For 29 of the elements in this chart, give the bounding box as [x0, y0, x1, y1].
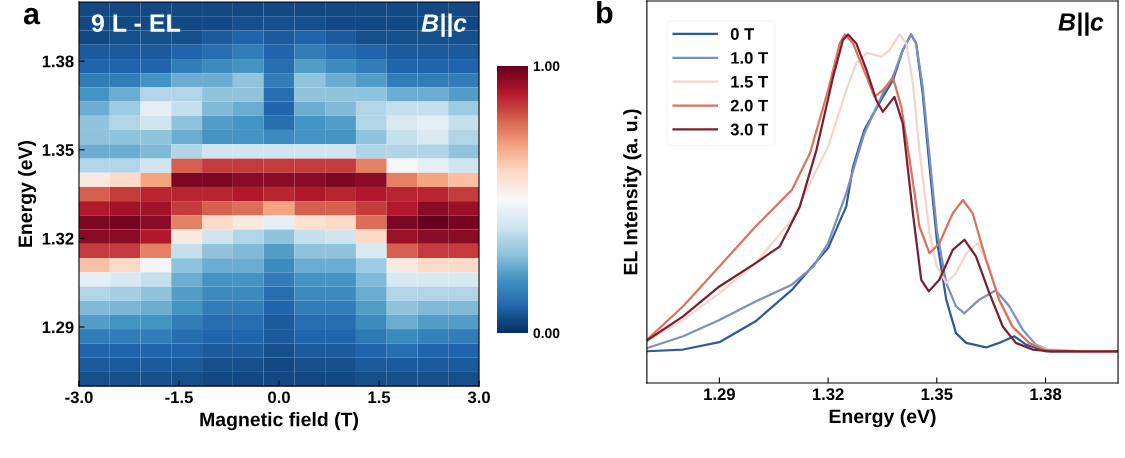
- legend-label: 1.5 T: [731, 76, 769, 88]
- legend-label: 3.0 T: [730, 123, 769, 136]
- x-axis-title: Magnetic field (T): [200, 412, 358, 431]
- annotation: B||c: [421, 13, 467, 37]
- y-tick-label: 1.32: [42, 232, 74, 245]
- chart-title: 9 L - EL: [91, 14, 181, 32]
- y-tick-label: 1.35: [42, 144, 74, 156]
- color-bar-label: 0.00: [533, 328, 560, 339]
- x-tick-label: 3.0: [467, 391, 490, 404]
- x-tick-label: 0.0: [268, 391, 290, 404]
- y-axis-title: EL Intensity (a. u.): [623, 109, 642, 275]
- legend-label: 0 T: [730, 28, 755, 40]
- x-tick-label: 1.32: [812, 388, 844, 401]
- x-tick-label: 1.5: [368, 391, 391, 404]
- x-axis-title: Energy (eV): [829, 408, 936, 428]
- legend-label: 2.0 T: [730, 99, 769, 112]
- y-axis-title: Energy (eV): [17, 140, 37, 247]
- x-tick-label: -3.0: [65, 391, 93, 404]
- annotation: B||c: [1058, 12, 1104, 36]
- color-bar-label: 1.00: [533, 61, 560, 72]
- x-tick-label: -1.5: [165, 391, 193, 404]
- x-tick-label: 1.29: [704, 388, 735, 401]
- text: a: [23, 7, 41, 25]
- text: b: [597, 1, 613, 24]
- x-tick-label: 1.35: [921, 388, 953, 401]
- legend-label: 1.0 T: [731, 51, 769, 64]
- y-tick-label: 1.38: [42, 55, 74, 68]
- x-tick-label: 1.38: [1030, 388, 1062, 401]
- y-tick-label: 1.29: [42, 321, 74, 334]
